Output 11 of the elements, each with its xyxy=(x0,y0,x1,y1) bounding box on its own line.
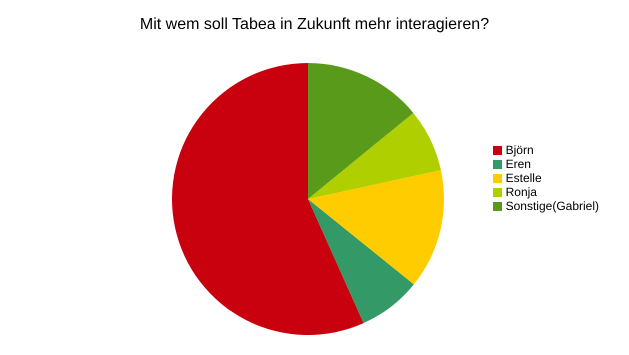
legend-label: Björn xyxy=(506,142,534,156)
chart-title: Mit wem soll Tabea in Zukunft mehr interagieren? xyxy=(138,16,490,34)
pie-slice xyxy=(308,199,414,324)
pie-slice xyxy=(308,170,444,284)
legend-label: Sonstige(Gabriel) xyxy=(506,198,599,212)
legend-label: Estelle xyxy=(506,170,542,184)
pie-slice xyxy=(308,63,414,199)
pie-slice xyxy=(308,112,441,199)
legend-label: Eren xyxy=(506,156,531,170)
legend-label: Ronja xyxy=(506,184,537,198)
pie-slice xyxy=(172,63,364,335)
